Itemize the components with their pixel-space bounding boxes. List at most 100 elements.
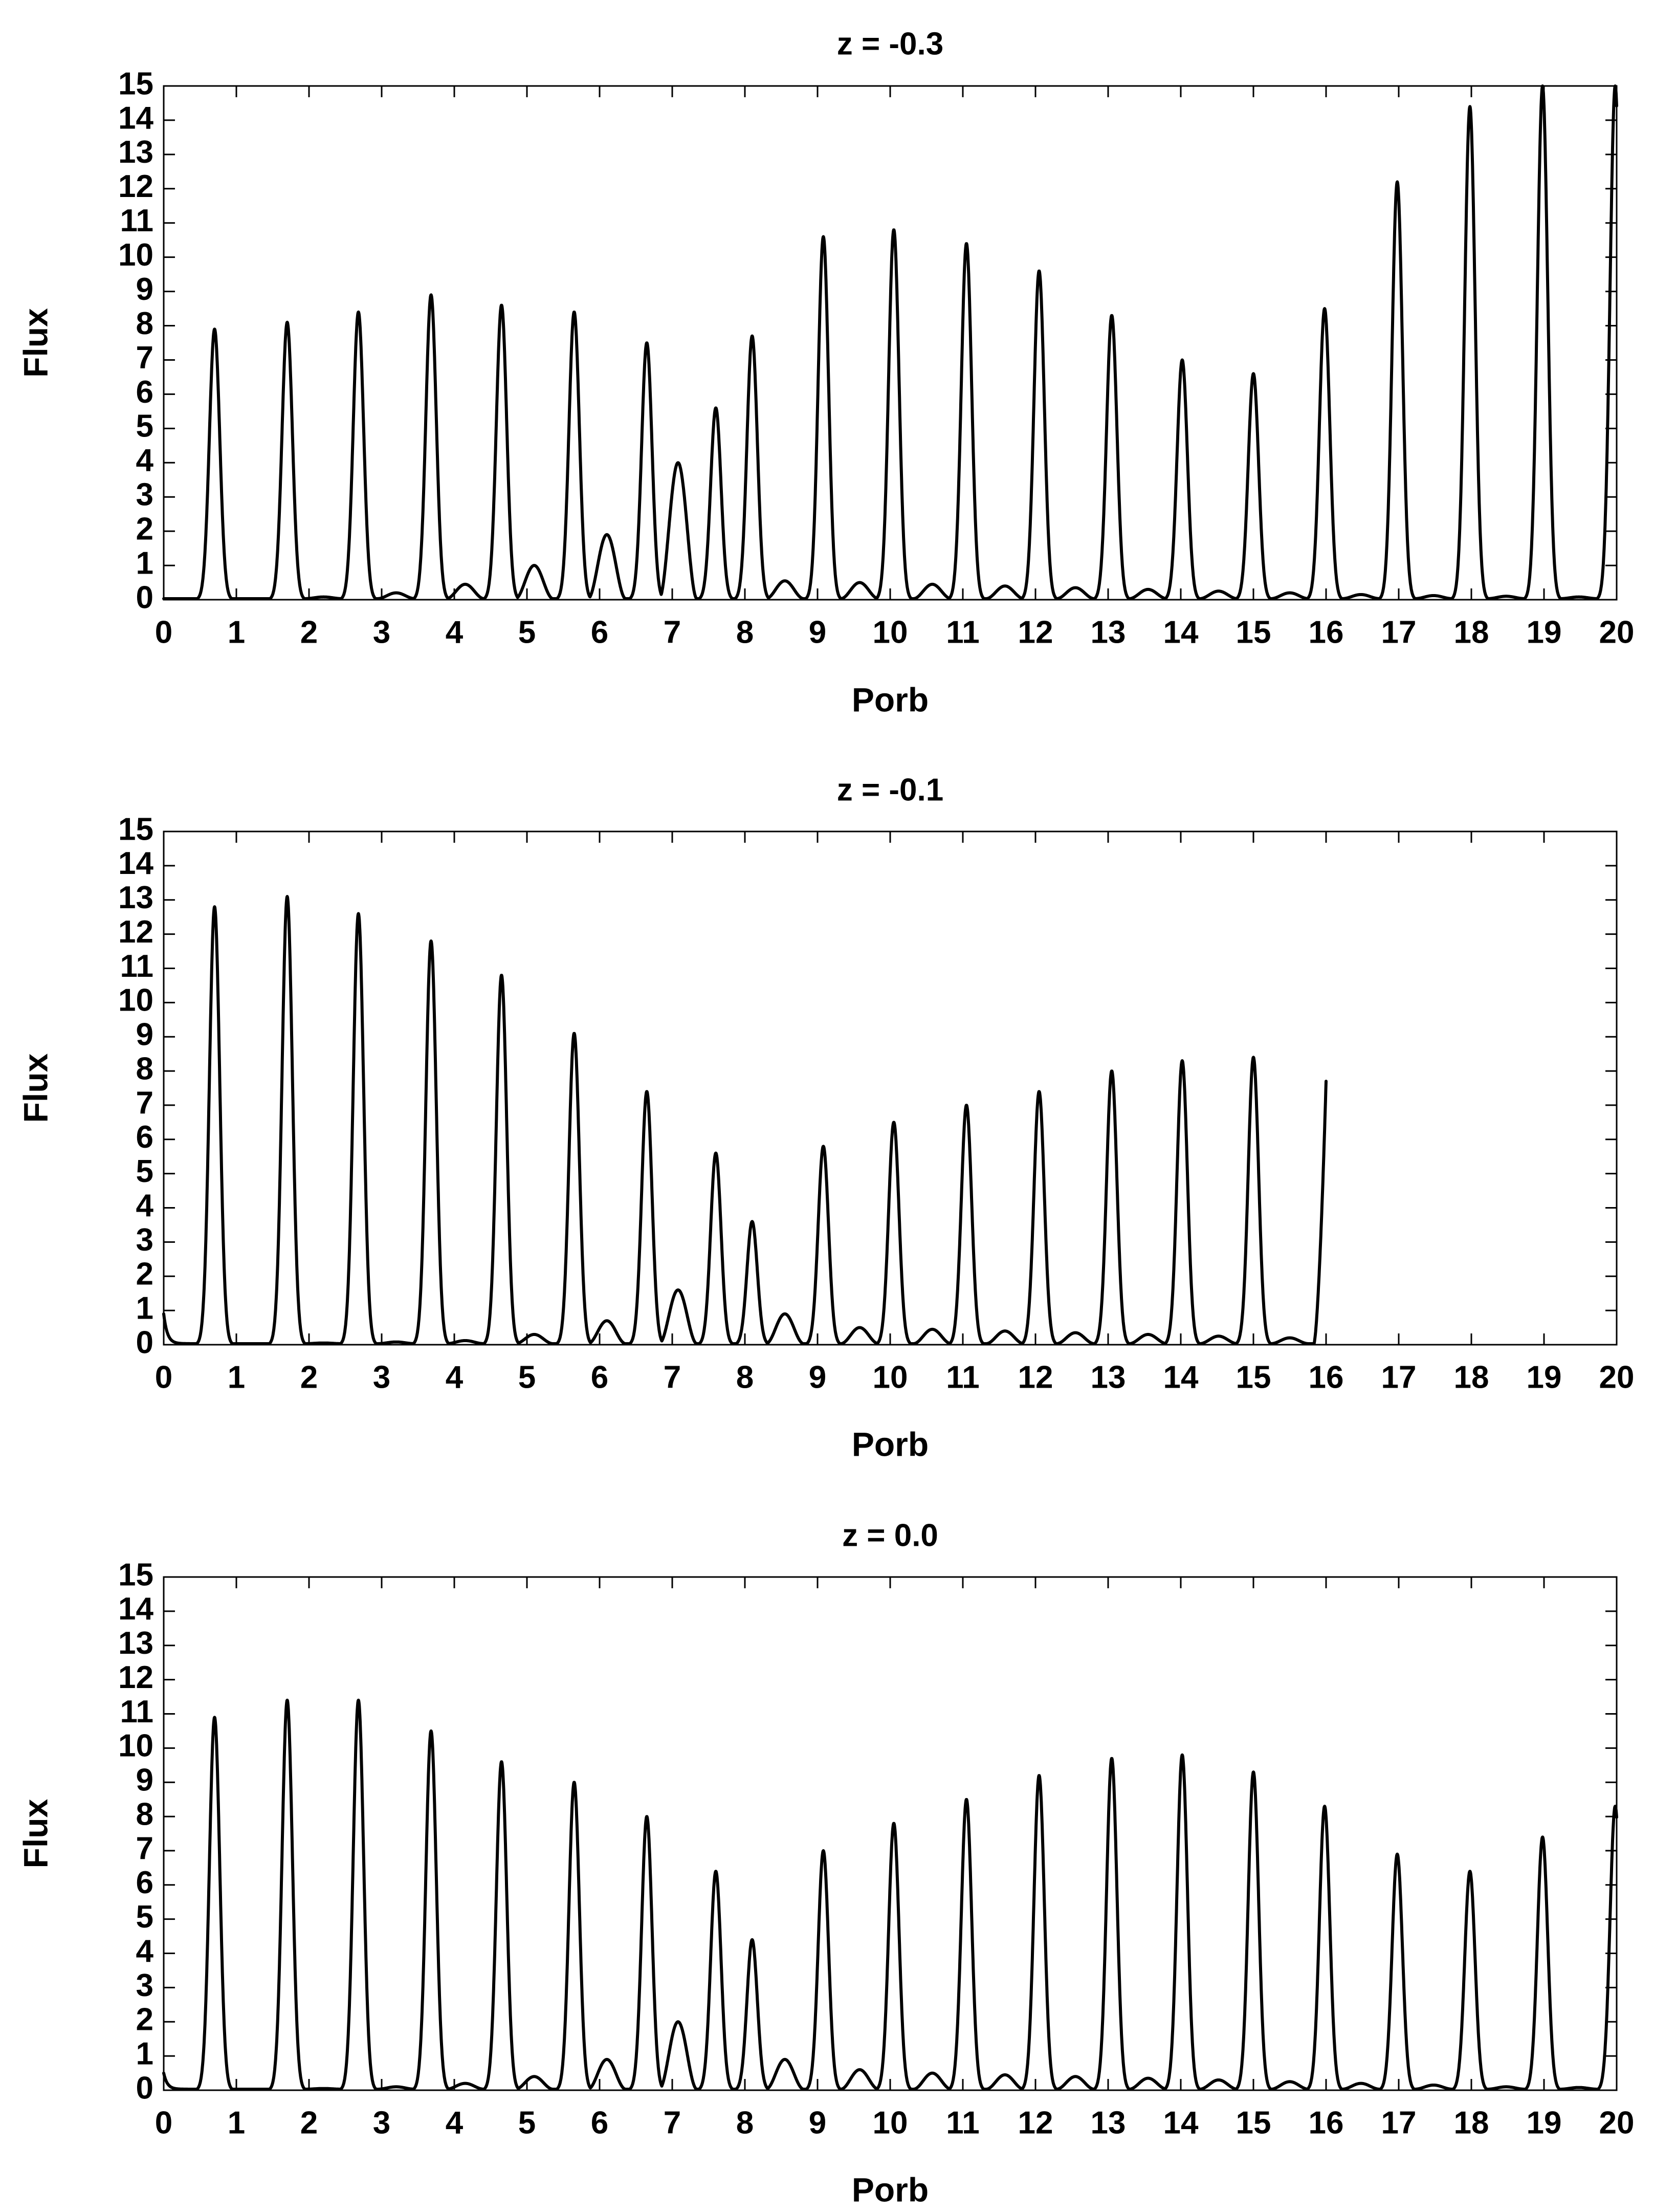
y-tick-label: 8 xyxy=(136,1797,153,1832)
x-tick-label: 14 xyxy=(1163,615,1199,650)
y-tick-label: 1 xyxy=(136,2036,153,2072)
y-tick-label: 3 xyxy=(136,1222,153,1258)
y-tick-label: 13 xyxy=(118,880,153,915)
chart-title: z = 0.0 xyxy=(842,1518,938,1553)
y-axis-label: Flux xyxy=(16,1053,54,1123)
x-axis-label: Porb xyxy=(852,2171,929,2208)
y-tick-label: 2 xyxy=(136,1257,153,1292)
y-tick-label: 5 xyxy=(136,409,153,444)
x-tick-label: 13 xyxy=(1091,1360,1126,1395)
y-tick-label: 10 xyxy=(118,983,153,1018)
y-tick-label: 1 xyxy=(136,545,153,581)
y-tick-label: 11 xyxy=(120,949,153,984)
x-tick-label: 12 xyxy=(1018,1360,1053,1395)
y-tick-label: 9 xyxy=(136,1017,153,1053)
x-tick-label: 5 xyxy=(518,2105,536,2140)
y-tick-label: 15 xyxy=(118,1557,153,1592)
x-tick-label: 8 xyxy=(736,1360,754,1395)
x-tick-label: 8 xyxy=(736,615,754,650)
x-tick-label: 10 xyxy=(873,615,908,650)
x-tick-label: 20 xyxy=(1599,615,1635,650)
x-tick-label: 17 xyxy=(1381,615,1417,650)
x-tick-label: 10 xyxy=(873,2105,908,2140)
y-tick-label: 4 xyxy=(136,1188,154,1223)
y-axis-label: Flux xyxy=(16,1799,54,1868)
x-tick-label: 13 xyxy=(1091,615,1126,650)
y-tick-label: 15 xyxy=(118,66,153,101)
x-tick-label: 8 xyxy=(736,2105,754,2140)
y-tick-label: 8 xyxy=(136,306,153,341)
x-tick-label: 17 xyxy=(1381,2105,1417,2140)
y-tick-label: 3 xyxy=(136,1968,153,2003)
x-tick-label: 5 xyxy=(518,1360,536,1395)
y-tick-label: 15 xyxy=(118,812,153,847)
flux-series-line xyxy=(162,84,1618,600)
x-tick-label: 1 xyxy=(228,615,245,650)
x-tick-label: 13 xyxy=(1091,2105,1126,2140)
y-tick-label: 14 xyxy=(118,1591,153,1627)
y-tick-label: 0 xyxy=(136,2070,153,2106)
x-tick-label: 9 xyxy=(809,615,826,650)
x-tick-label: 3 xyxy=(373,1360,390,1395)
y-tick-label: 9 xyxy=(136,272,153,307)
x-tick-label: 7 xyxy=(664,615,681,650)
x-tick-label: 19 xyxy=(1527,615,1562,650)
x-tick-label: 2 xyxy=(300,2105,318,2140)
x-tick-label: 16 xyxy=(1309,615,1344,650)
y-tick-label: 10 xyxy=(118,237,153,273)
x-tick-label: 6 xyxy=(591,615,608,650)
x-tick-label: 12 xyxy=(1018,615,1053,650)
y-tick-label: 0 xyxy=(136,1325,153,1360)
x-tick-label: 11 xyxy=(946,615,980,650)
x-tick-label: 14 xyxy=(1163,2105,1199,2140)
y-tick-label: 4 xyxy=(136,1934,154,1969)
x-tick-label: 7 xyxy=(664,1360,681,1395)
chart-title: z = -0.1 xyxy=(837,772,944,807)
x-tick-label: 0 xyxy=(155,2105,172,2140)
y-tick-label: 4 xyxy=(136,443,154,478)
y-tick-label: 3 xyxy=(136,477,153,513)
chart-title: z = -0.3 xyxy=(837,26,944,61)
x-tick-label: 6 xyxy=(591,2105,608,2140)
x-tick-label: 15 xyxy=(1236,1360,1271,1395)
x-tick-label: 4 xyxy=(446,615,464,650)
x-tick-label: 7 xyxy=(664,2105,681,2140)
flux-series-line xyxy=(162,1698,1618,2091)
y-tick-label: 7 xyxy=(136,1085,153,1121)
y-tick-label: 5 xyxy=(136,1154,153,1189)
x-tick-label: 3 xyxy=(373,615,390,650)
x-tick-label: 11 xyxy=(946,2105,980,2140)
y-tick-label: 14 xyxy=(118,100,153,136)
x-tick-label: 16 xyxy=(1309,1360,1344,1395)
x-tick-label: 1 xyxy=(228,2105,245,2140)
x-tick-label: 4 xyxy=(446,1360,464,1395)
x-tick-label: 2 xyxy=(300,615,318,650)
x-tick-label: 15 xyxy=(1236,615,1271,650)
x-tick-label: 19 xyxy=(1527,1360,1562,1395)
y-tick-label: 9 xyxy=(136,1763,153,1798)
x-tick-label: 16 xyxy=(1309,2105,1344,2140)
x-tick-label: 17 xyxy=(1381,1360,1417,1395)
y-tick-label: 2 xyxy=(136,2002,153,2038)
x-tick-label: 4 xyxy=(446,2105,464,2140)
y-tick-label: 7 xyxy=(136,1831,153,1866)
y-tick-label: 6 xyxy=(136,375,153,410)
x-tick-label: 14 xyxy=(1163,1360,1199,1395)
x-tick-label: 3 xyxy=(373,2105,390,2140)
y-tick-label: 6 xyxy=(136,1865,153,1900)
y-tick-label: 2 xyxy=(136,512,153,547)
y-tick-label: 6 xyxy=(136,1120,153,1155)
x-tick-label: 20 xyxy=(1599,2105,1635,2140)
x-tick-label: 9 xyxy=(809,2105,826,2140)
x-tick-label: 18 xyxy=(1454,1360,1489,1395)
y-tick-label: 11 xyxy=(120,1694,153,1729)
plot-frame xyxy=(163,1576,1618,2091)
x-tick-label: 0 xyxy=(155,615,172,650)
x-tick-label: 19 xyxy=(1527,2105,1562,2140)
flux-series-line xyxy=(162,895,1328,1345)
x-tick-label: 9 xyxy=(809,1360,826,1395)
y-tick-label: 7 xyxy=(136,340,153,376)
